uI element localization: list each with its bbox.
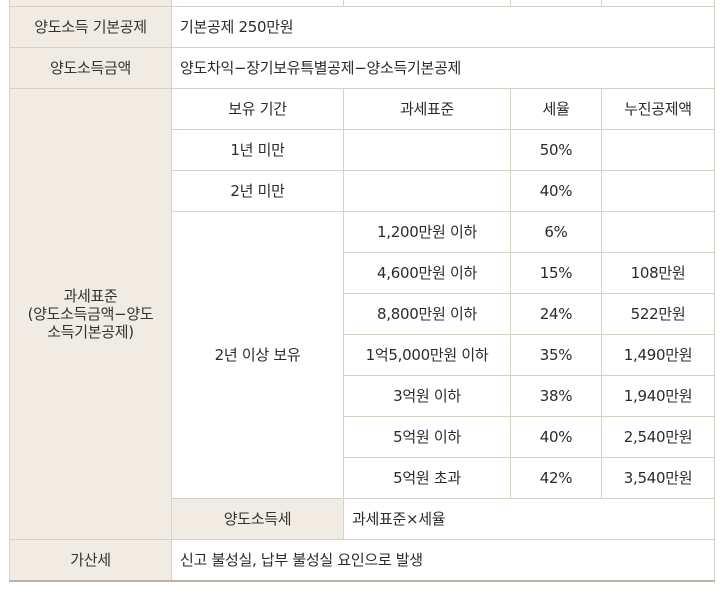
rate-cell: 42% [510, 457, 602, 499]
rate-cell: 35% [510, 334, 602, 376]
base-cell: 3억원 이하 [343, 375, 511, 417]
deduction-cell: 2,540만원 [601, 416, 715, 458]
rate-cell: 24% [510, 293, 602, 335]
basic-deduction-row: 양도소득 기본공제 기본공제 250만원 [9, 6, 715, 48]
tax-base-label-line: 소득기본공제) [47, 323, 134, 341]
rate-cell: 40% [510, 170, 602, 212]
deduction-cell [601, 129, 715, 171]
bracket-row: 3억원 이하 38% 1,940만원 [10, 375, 715, 417]
tax-base-label-line: (양도소득금액−양도 [27, 305, 154, 323]
basic-deduction-value: 기본공제 250만원 [171, 6, 715, 48]
base-cell: 8,800만원 이하 [343, 293, 511, 335]
rate-cell: 50% [510, 129, 602, 171]
deduction-cell: 1,940만원 [601, 375, 715, 417]
header-rate: 세율 [510, 88, 602, 130]
income-tax-value: 과세표준×세율 [343, 498, 715, 540]
income-amount-label: 양도소득금액 [9, 47, 172, 89]
header-progressive-deduction: 누진공제액 [601, 88, 715, 130]
base-cell: 5억원 이하 [343, 416, 511, 458]
base-cell: 4,600만원 이하 [343, 252, 511, 294]
period-cell: 1년 미만 [171, 129, 344, 171]
deduction-cell: 522만원 [601, 293, 715, 335]
income-amount-value: 양도차익−장기보유특별공제−양소득기본공제 [171, 47, 715, 89]
deduction-cell: 1,490만원 [601, 334, 715, 376]
penalty-row: 가산세 신고 불성실, 납부 불성실 요인으로 발생 [9, 539, 715, 582]
deduction-cell [601, 211, 715, 253]
rate-cell: 6% [510, 211, 602, 253]
income-tax-label: 양도소득세 [171, 498, 344, 540]
base-cell: 1,200만원 이하 [343, 211, 511, 253]
tax-base-header-row: 과세표준 (양도소득금액−양도 소득기본공제) 보유 기간 과세표준 세율 누진… [9, 88, 715, 540]
base-cell [343, 170, 511, 212]
base-cell [343, 129, 511, 171]
tax-base-label-line: 과세표준 [63, 287, 118, 305]
period-cell: 2년 미만 [171, 170, 344, 212]
rate-cell: 38% [510, 375, 602, 417]
bracket-row: 8,800만원 이하 24% 522만원 [10, 293, 715, 335]
basic-deduction-label: 양도소득 기본공제 [9, 6, 172, 48]
deduction-cell: 3,540만원 [601, 457, 715, 499]
deduction-cell: 108만원 [601, 252, 715, 294]
income-amount-row: 양도소득금액 양도차익−장기보유특별공제−양소득기본공제 [9, 47, 715, 89]
income-tax-row: 양도소득세 과세표준×세율 [10, 498, 715, 540]
long-term-period-cell: 2년 이상 보유 [171, 211, 344, 499]
rate-cell: 15% [510, 252, 602, 294]
bracket-row: 2년 이상 보유 1,200만원 이하 6% [10, 211, 715, 499]
header-tax-base: 과세표준 [343, 88, 511, 130]
penalty-value: 신고 불성실, 납부 불성실 요인으로 발생 [171, 539, 715, 582]
tax-base-label: 과세표준 (양도소득금액−양도 소득기본공제) [9, 88, 172, 540]
capital-gains-tax-table: 양도소득 기본공제 기본공제 250만원 양도소득금액 양도차익−장기보유특별공… [9, 0, 715, 582]
base-cell: 5억원 초과 [343, 457, 511, 499]
penalty-label: 가산세 [9, 539, 172, 582]
base-cell: 1억5,000만원 이하 [343, 334, 511, 376]
header-period: 보유 기간 [171, 88, 344, 130]
deduction-cell [601, 170, 715, 212]
rate-cell: 40% [510, 416, 602, 458]
